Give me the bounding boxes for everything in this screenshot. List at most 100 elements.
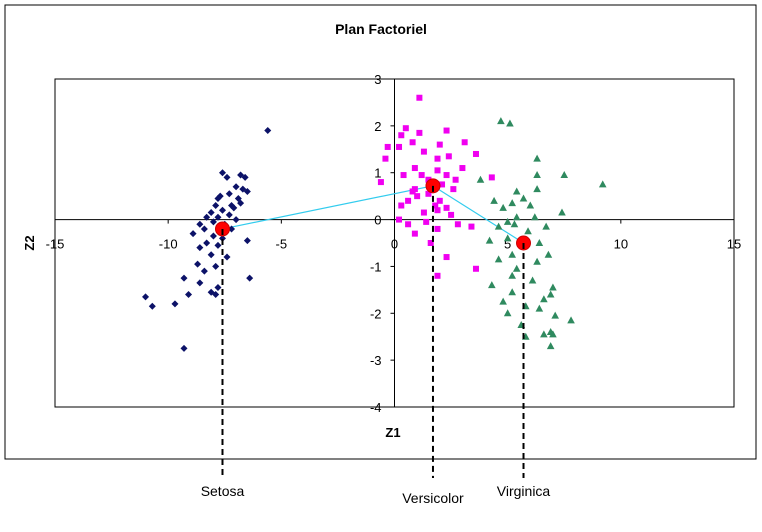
virginica-point (535, 239, 544, 246)
setosa-point (189, 230, 197, 238)
versicolor-point (411, 186, 418, 193)
versicolor-point (443, 204, 450, 211)
y-axis-label: Z2 (22, 235, 37, 250)
setosa-point (207, 209, 215, 217)
centroid-link (222, 185, 434, 230)
versicolor-point (423, 218, 430, 225)
virginica-point (542, 222, 550, 230)
versicolor-point (377, 179, 384, 186)
virginica-point (519, 194, 528, 202)
x-tick-label: -10 (159, 237, 178, 252)
versicolor-point (432, 202, 439, 209)
virginica-point (526, 201, 535, 209)
versicolor-point (425, 190, 432, 197)
virginica-point (503, 234, 512, 242)
versicolor-point (452, 176, 459, 183)
virginica-point (533, 154, 541, 162)
versicolor-point (411, 230, 418, 237)
y-tick-label: 3 (374, 72, 381, 87)
virginica-point (494, 222, 503, 230)
setosa-point (185, 291, 193, 299)
setosa-point (207, 251, 215, 259)
setosa-point (232, 216, 240, 224)
versicolor-point (436, 197, 443, 204)
data-points (142, 94, 607, 352)
x-tick-label: 5 (504, 237, 511, 252)
virginica-point (546, 342, 555, 350)
y-tick-label: 2 (374, 119, 381, 134)
setosa-point (243, 187, 251, 195)
versicolor-point (434, 207, 441, 214)
setosa-point (203, 239, 211, 247)
versicolor-point (398, 202, 405, 209)
virginica-point (508, 199, 516, 207)
setosa-point (180, 344, 188, 352)
virginica-point (546, 290, 555, 298)
setosa-point (230, 204, 238, 212)
versicolor-point (400, 172, 407, 179)
versicolor-point (402, 125, 409, 132)
virginica-point (533, 257, 541, 265)
annotation-label-setosa: Setosa (201, 483, 245, 499)
virginica-point (508, 288, 516, 296)
x-tick-label: 15 (727, 237, 741, 252)
setosa-point (228, 225, 236, 233)
versicolor-point (396, 216, 403, 223)
virginica-point (485, 236, 494, 244)
setosa-point (142, 293, 150, 301)
versicolor-point (439, 181, 446, 188)
setosa-point (246, 274, 254, 282)
virginica-point (494, 255, 503, 263)
virginica-point (490, 196, 498, 204)
versicolor-point (420, 209, 427, 216)
versicolor-point (427, 240, 434, 246)
y-tick-label: 0 (374, 213, 381, 228)
virginica-point (512, 187, 521, 195)
y-tick-label: -3 (370, 353, 382, 368)
virginica-point (551, 311, 559, 319)
virginica-point (510, 220, 519, 228)
setosa-point (212, 202, 220, 210)
virginica-point (544, 250, 553, 258)
y-tick-label: -1 (370, 259, 382, 274)
centroid-link (432, 185, 524, 244)
virginica-point (499, 297, 507, 305)
chart-title: Plan Factoriel (335, 21, 427, 37)
y-tick-label: 1 (374, 166, 381, 181)
versicolor-point (472, 150, 479, 157)
versicolor-point (436, 141, 443, 148)
setosa-point (218, 169, 226, 177)
virginica-point (558, 208, 566, 216)
versicolor-point (443, 254, 450, 261)
versicolor-point (450, 186, 457, 193)
setosa-point (232, 183, 240, 191)
virginica-point (598, 180, 607, 188)
versicolor-point (459, 165, 466, 172)
setosa-point (203, 213, 211, 221)
virginica-point (535, 304, 544, 312)
versicolor-point (445, 153, 452, 160)
setosa-point (218, 234, 226, 242)
versicolor-point (434, 272, 441, 279)
versicolor-point (434, 167, 441, 174)
virginica-point (506, 119, 514, 127)
versicolor-point (411, 165, 418, 172)
versicolor-point (418, 172, 425, 179)
annotation-label-virginica: Virginica (497, 483, 551, 499)
setosa-point (196, 220, 204, 228)
setosa-point (171, 300, 179, 308)
virginica-point (533, 185, 541, 193)
y-tick-label: -4 (370, 400, 382, 415)
versicolor-point (434, 155, 441, 162)
virginica-point (503, 309, 512, 317)
setosa-point (223, 173, 231, 181)
virginica-point (499, 203, 507, 211)
virginica-point (533, 171, 541, 179)
setosa-point (212, 291, 220, 299)
versicolor-point (416, 94, 423, 101)
versicolor-point (384, 143, 391, 150)
versicolor-point (448, 211, 455, 218)
virginica-point (528, 276, 537, 284)
versicolor-point (409, 139, 416, 146)
x-tick-label: 0 (391, 237, 398, 252)
